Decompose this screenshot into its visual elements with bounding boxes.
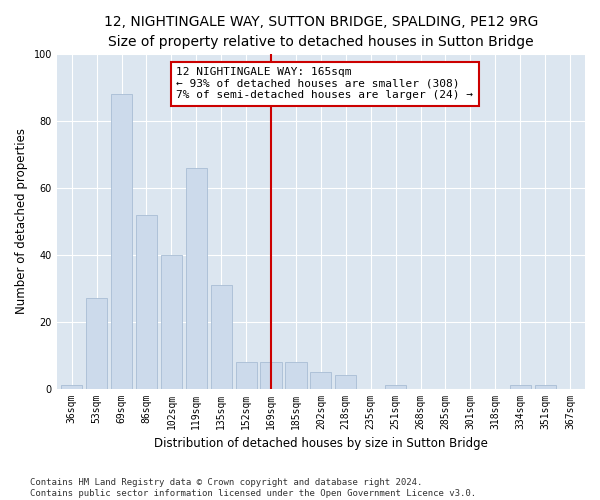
Bar (509, 385, 531, 388)
Text: Contains HM Land Registry data © Crown copyright and database right 2024.
Contai: Contains HM Land Registry data © Crown c… (30, 478, 476, 498)
Bar (310, 372, 331, 388)
X-axis label: Distribution of detached houses by size in Sutton Bridge: Distribution of detached houses by size … (154, 437, 488, 450)
Text: 12 NIGHTINGALE WAY: 165sqm
← 93% of detached houses are smaller (308)
7% of semi: 12 NIGHTINGALE WAY: 165sqm ← 93% of deta… (176, 67, 473, 100)
Bar (161, 254, 182, 388)
Bar (86, 298, 107, 388)
Y-axis label: Number of detached properties: Number of detached properties (15, 128, 28, 314)
Bar (211, 285, 232, 389)
Bar (236, 362, 257, 388)
Bar (286, 362, 307, 388)
Bar (111, 94, 132, 388)
Bar (260, 362, 281, 388)
Bar (61, 385, 82, 388)
Bar (385, 385, 406, 388)
Bar (136, 214, 157, 388)
Bar (335, 375, 356, 388)
Bar (186, 168, 207, 388)
Bar (535, 385, 556, 388)
Title: 12, NIGHTINGALE WAY, SUTTON BRIDGE, SPALDING, PE12 9RG
Size of property relative: 12, NIGHTINGALE WAY, SUTTON BRIDGE, SPAL… (104, 15, 538, 48)
